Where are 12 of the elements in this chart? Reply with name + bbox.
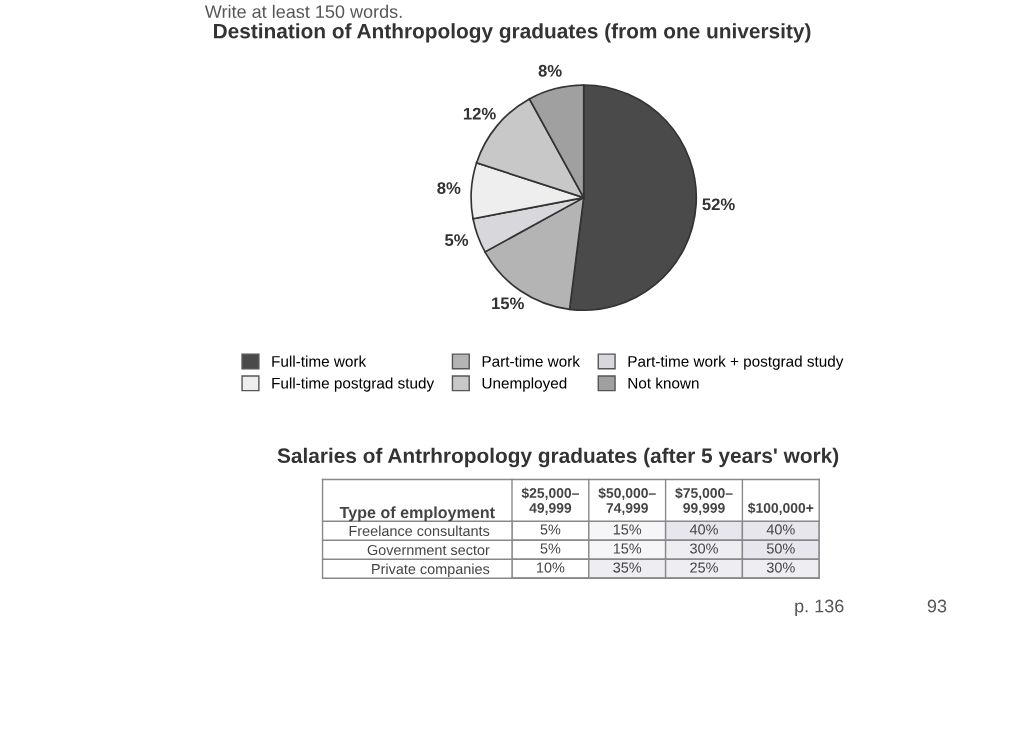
text: Write at least 150 words. xyxy=(204,4,402,19)
data-label: 52% xyxy=(702,198,735,211)
chart-title: Destination of Anthropology graduates (from one university) xyxy=(214,23,811,43)
data-label: 15% xyxy=(492,297,524,310)
data-label: 8% xyxy=(437,182,461,194)
chart-title: Salaries of Antrhropology graduates (after 5 years' work) xyxy=(277,447,839,468)
y-axis-title: Type of employment xyxy=(339,506,495,522)
data-label: 5% xyxy=(445,234,469,246)
text: p. 136 xyxy=(795,599,844,616)
data-label: 8% xyxy=(538,64,562,77)
text: 93 xyxy=(927,599,947,613)
data-label: 12% xyxy=(463,107,496,120)
